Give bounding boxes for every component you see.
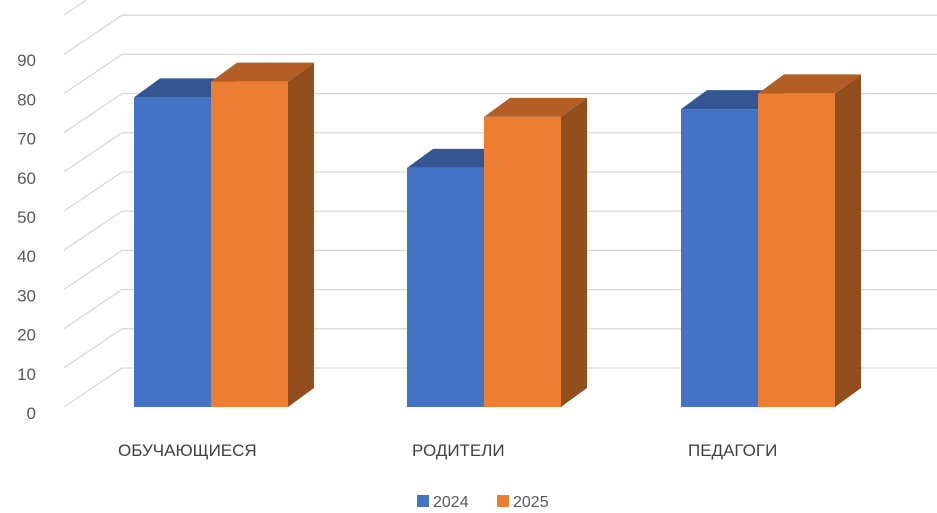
bar-2025-3: [758, 74, 861, 408]
y-tick-label: 80: [17, 90, 36, 109]
legend-label: 2025: [513, 494, 549, 511]
y-tick-label: 20: [17, 326, 36, 345]
bar-front: [407, 167, 484, 407]
gridline-side: [63, 328, 123, 369]
bar-front: [681, 109, 758, 407]
y-tick-label: 30: [17, 286, 36, 305]
gridline-side: [63, 171, 123, 212]
legend: 2024 2025: [417, 494, 549, 511]
y-tick-label: 40: [17, 247, 36, 266]
legend-swatch: [417, 495, 429, 507]
category-label: ОБУЧАЮЩИЕСЯ: [118, 441, 257, 460]
bars: [134, 62, 861, 408]
bar-side: [835, 74, 861, 408]
bar-top: [758, 74, 861, 94]
category-label: РОДИТЕЛИ: [412, 441, 505, 460]
bar-front: [134, 97, 211, 407]
gridline-side: [63, 14, 123, 55]
gridline-side: [63, 249, 123, 290]
bar-front: [758, 93, 835, 408]
bar-front: [211, 81, 288, 407]
y-tick-label: 10: [17, 365, 36, 384]
bar-2025-1: [211, 62, 314, 407]
y-axis-ticks: 0 10 20 30 40 50 60 70 80 90: [17, 51, 36, 423]
legend-item-2025: 2025: [497, 494, 549, 511]
bar-side: [288, 62, 314, 407]
bar-2025-2: [484, 97, 587, 408]
category-label: ПЕДАГОГИ: [688, 441, 777, 460]
bar-front: [484, 116, 561, 408]
gridline-side: [63, 289, 123, 330]
gridline-side: [63, 132, 123, 173]
legend-swatch: [497, 495, 509, 507]
y-tick-label: 60: [17, 169, 36, 188]
bar-top: [484, 97, 587, 117]
legend-item-2024: 2024: [417, 494, 469, 511]
gridline-side: [63, 53, 123, 94]
legend-label: 2024: [433, 494, 469, 511]
bar-top: [211, 62, 314, 82]
gridline-side: [63, 367, 123, 408]
category-labels: ОБУЧАЮЩИЕСЯ РОДИТЕЛИ ПЕДАГОГИ: [118, 441, 777, 460]
gridline-side: [63, 93, 123, 134]
y-tick-label: 0: [27, 404, 36, 423]
y-tick-label: 90: [17, 51, 36, 70]
gridline-side: [63, 0, 88, 16]
bar-side: [561, 97, 587, 408]
y-tick-label: 70: [17, 130, 36, 149]
y-tick-label: 50: [17, 208, 36, 227]
gridline-side: [63, 210, 123, 251]
